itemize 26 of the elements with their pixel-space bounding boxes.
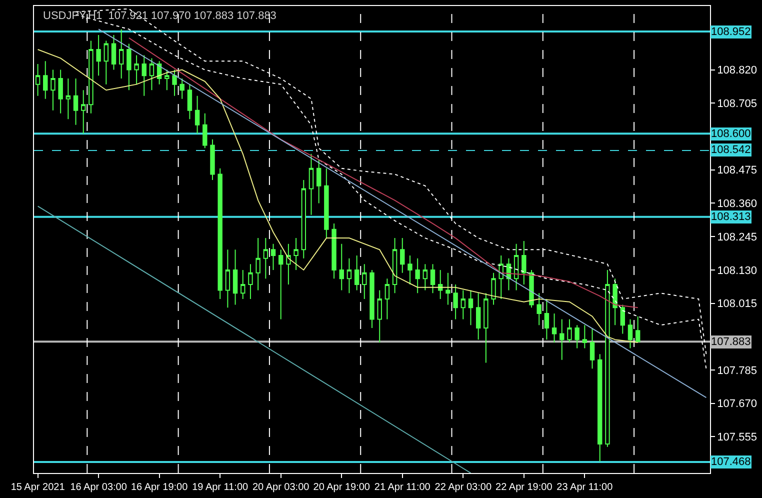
y-tick-label: 108.820 xyxy=(717,64,757,77)
y-tick-label: 108.130 xyxy=(717,264,757,277)
ref-line-label: 108.542 xyxy=(711,144,751,156)
x-tick-label: 16 Apr 19:00 xyxy=(130,482,188,493)
x-tick-label: 22 Apr 19:00 xyxy=(496,482,553,493)
x-tick-label: 23 Apr 11:00 xyxy=(556,482,614,493)
x-tick-label: 21 Apr 11:00 xyxy=(374,482,431,493)
ref-line-label: 107.468 xyxy=(711,456,751,468)
ref-line-label: 108.313 xyxy=(711,211,751,223)
y-tick-label: 108.705 xyxy=(717,98,757,110)
x-tick-label: 22 Apr 03:00 xyxy=(434,482,492,493)
y-tick-label: 108.245 xyxy=(717,231,757,244)
y-tick-label: 108.360 xyxy=(717,198,757,210)
y-tick-label: 107.555 xyxy=(717,432,757,444)
ref-line-label: 107.883 xyxy=(711,336,751,348)
x-tick-label: 20 Apr 03:00 xyxy=(252,482,310,493)
y-tick-label: 108.015 xyxy=(717,298,757,310)
x-tick-label: 15 Apr 2021 xyxy=(10,482,66,493)
ref-line-label: 108.952 xyxy=(711,26,751,38)
x-tick-label: 19 Apr 11:00 xyxy=(192,482,249,493)
x-tick-label: 16 Apr 03:00 xyxy=(70,482,128,493)
x-tick-label: 20 Apr 19:00 xyxy=(313,482,370,493)
y-tick-label: 107.670 xyxy=(717,398,757,410)
ref-line-label: 108.600 xyxy=(711,128,751,140)
y-tick-label: 108.475 xyxy=(717,164,757,177)
y-tick-label: 107.785 xyxy=(717,364,757,377)
